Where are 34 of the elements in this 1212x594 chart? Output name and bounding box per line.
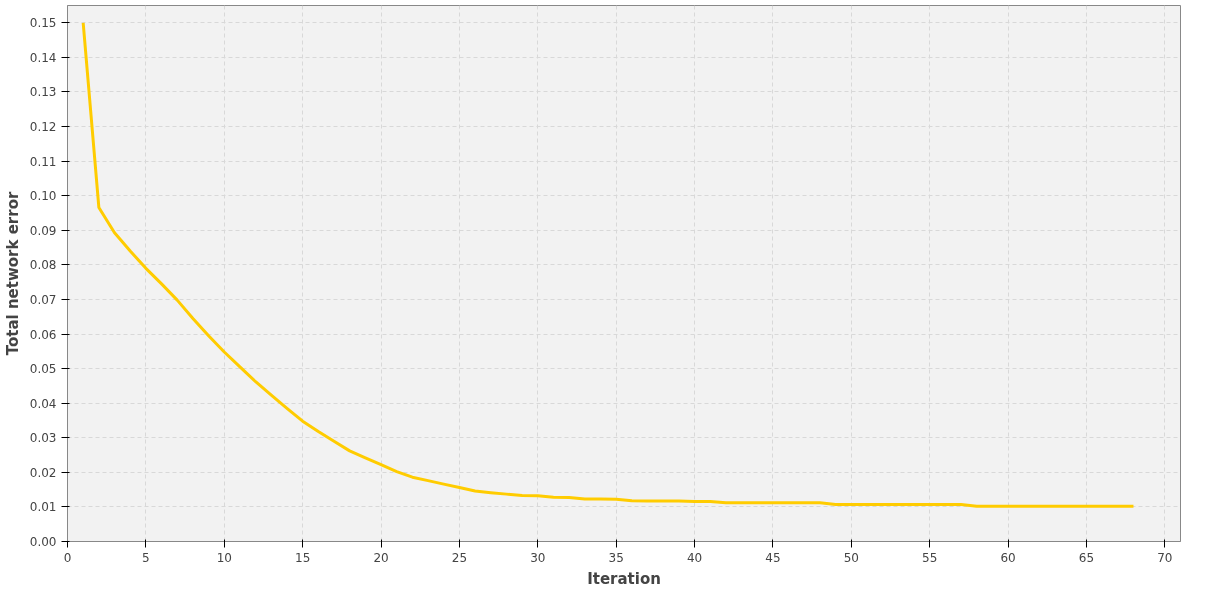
y-tick-label: 0.10 [29, 189, 57, 204]
y-tick-label: 0.03 [29, 431, 57, 446]
x-tick-label: 55 [922, 550, 938, 565]
y-tick-label: 0.07 [29, 292, 57, 307]
y-axis-title: Total network error [3, 191, 22, 356]
y-tick-label: 0.09 [29, 223, 57, 238]
y-tick-label: 0.12 [29, 120, 57, 135]
x-tick-label: 60 [1000, 550, 1016, 565]
x-tick-label: 25 [451, 550, 468, 565]
y-tick-label: 0.01 [29, 500, 57, 515]
x-tick-label: 10 [216, 550, 232, 565]
x-tick-label: 35 [608, 550, 624, 565]
x-tick-label: 70 [1157, 550, 1173, 565]
x-tick-label: 5 [142, 550, 150, 565]
y-tick-label: 0.15 [29, 16, 57, 31]
x-tick-label: 30 [530, 550, 546, 565]
x-tick-label: 0 [63, 550, 72, 565]
y-tick-label: 0.14 [29, 50, 57, 65]
x-tick-label: 45 [765, 550, 781, 565]
line-series [81, 21, 1135, 508]
x-tick-label: 15 [295, 550, 311, 565]
x-tick-label: 20 [373, 550, 389, 565]
y-tick-label: 0.06 [29, 327, 57, 342]
y-tick-label: 0.11 [29, 154, 57, 169]
x-tick-label: 50 [843, 550, 859, 565]
y-tick-label: 0.04 [29, 396, 57, 411]
y-tick-label: 0.02 [29, 465, 57, 480]
y-tick-label: 0.08 [29, 258, 57, 273]
x-tick-label: 40 [686, 550, 703, 565]
x-axis-title: Iteration [587, 569, 661, 588]
x-tick-label: 65 [1078, 550, 1095, 565]
y-tick-label: 0.13 [29, 85, 57, 100]
y-tick-label: 0.00 [29, 535, 57, 549]
y-tick-label: 0.05 [29, 362, 57, 377]
